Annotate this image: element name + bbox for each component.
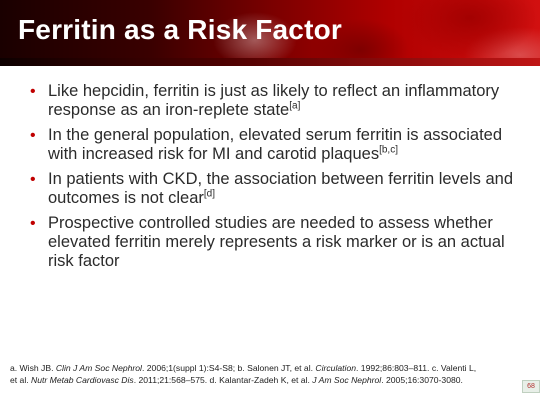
ref-c-suffix: . 2011;21:568–575. <box>133 375 210 385</box>
banner-stripe <box>0 58 540 66</box>
bullet-dot-icon: • <box>30 127 36 144</box>
bullet-dot-icon: • <box>30 215 36 232</box>
ref-b-suffix: . 1992;86:803–811. <box>356 363 432 373</box>
ref-d-journal: J Am Soc Nephrol <box>312 375 382 385</box>
ref-a-journal: Clin J Am Soc Nephrol <box>55 363 142 373</box>
ref-a-suffix: . 2006;1(suppl 1):S4-S8; <box>141 363 238 373</box>
ref-c-prefix: c. Valenti L, et al. <box>10 363 477 385</box>
slide-title: Ferritin as a Risk Factor <box>18 14 343 45</box>
bullet-item: • In patients with CKD, the association … <box>26 170 526 208</box>
ref-a-prefix: a. Wish JB. <box>10 363 56 373</box>
slide-number: 68 <box>522 380 540 393</box>
ref-b-prefix: b. Salonen JT, et al. <box>237 363 316 373</box>
title-banner: Ferritin as a Risk Factor <box>0 0 540 66</box>
ref-b-journal: Circulation <box>315 363 357 373</box>
bullet-item: • Prospective controlled studies are nee… <box>26 214 526 271</box>
bullet-dot-icon: • <box>30 83 36 100</box>
bullet-text: In patients with CKD, the association be… <box>48 170 513 207</box>
bullet-list: • Like hepcidin, ferritin is just as lik… <box>26 82 526 277</box>
citation-ref: [b,c] <box>379 144 398 156</box>
bullet-dot-icon: • <box>30 171 36 188</box>
ref-c-journal: Nutr Metab Cardiovasc Dis <box>31 375 134 385</box>
bullet-text: Like hepcidin, ferritin is just as likel… <box>48 82 500 119</box>
ref-d-suffix: . 2005;16:3070-3080. <box>381 375 463 385</box>
bullet-item: • In the general population, elevated se… <box>26 126 526 164</box>
references-footnote: a. Wish JB. Clin J Am Soc Nephrol. 2006;… <box>10 362 480 386</box>
bullet-text: In the general population, elevated seru… <box>48 126 503 163</box>
bullet-item: • Like hepcidin, ferritin is just as lik… <box>26 82 526 120</box>
bullet-text: Prospective controlled studies are neede… <box>48 214 505 270</box>
citation-ref: [d] <box>203 188 216 200</box>
ref-d-prefix: d. Kalantar-Zadeh K, et al. <box>209 375 313 385</box>
citation-ref: [a] <box>289 100 301 112</box>
